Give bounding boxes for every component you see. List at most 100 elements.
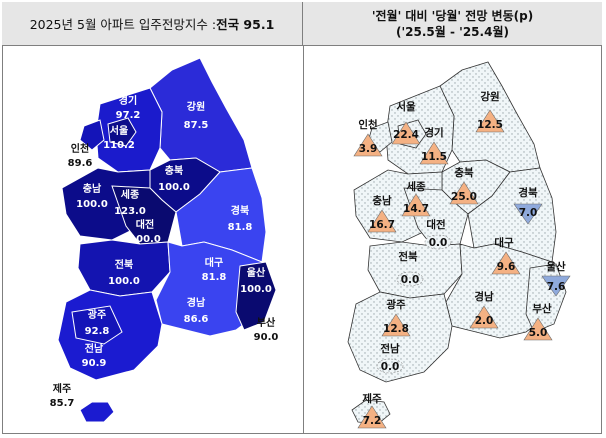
right-label-chungnam-value: 16.7 [369,219,395,231]
right-region-ulsan-busan-shape [525,263,567,333]
left-label-jeonnam-value: 90.9 [82,358,107,369]
region-jeonbuk-shape [77,239,171,297]
right-label-jeonnam-value: 0.0 [381,361,400,373]
right-label-ulsan-value: 7.6 [547,281,566,293]
marker-up-sejong [401,193,431,217]
left-panel-title: 2025년 5월 아파트 입주전망지수 : 전국 95.1 [2,2,303,46]
right-label-busan-value: 5.0 [529,327,548,339]
left-label-ulsan-value: 100.0 [240,284,272,295]
right-title-line2: ('25.5월 - '25.4월) [396,24,509,39]
left-label-jeonbuk-name: 전북 [115,258,133,271]
left-label-sejong-value: 123.0 [114,206,146,217]
marker-up-jeju [357,405,387,429]
left-title-national: 전국 95.1 [216,17,275,32]
right-label-busan-name: 부산 [532,302,552,315]
left-label-jeju-value: 85.7 [50,398,75,409]
left-map-labels: 경기 97.2 서울 110.2 인천 89.6 강원 87.5 충북 100.… [50,94,279,409]
right-label-jeonbuk-name: 전북 [398,250,418,263]
right-label-chungbuk-value: 25.0 [451,191,477,203]
right-map-labels: 서울 22.4 인천 3.9 경기 11.5 강원 12.5 충남 16.7 세… [358,90,566,427]
right-label-jeju-name: 제주 [362,392,382,405]
left-label-jeonnam-name: 전남 [85,342,104,355]
marker-flat-jeonnam [376,358,404,374]
right-label-seoul-name: 서울 [396,100,416,113]
marker-up-gyeonggi [419,141,449,165]
left-label-daegu-value: 81.8 [202,272,227,283]
right-label-incheon-name: 인천 [358,118,377,131]
right-label-daegu-value: 9.6 [497,261,516,273]
right-label-gwangju-name: 광주 [386,299,406,311]
right-title-line1: '전월' 대비 '당월' 전망 변동(p) [371,8,534,23]
region-jeju-shape [79,401,115,423]
region-seoul-shape [107,117,137,147]
right-label-daegu-name: 대구 [494,236,514,249]
region-gwangju-shape [71,305,123,345]
right-label-ulsan-name: 울산 [546,260,566,273]
left-map-shapes [57,57,277,423]
left-label-incheon-name: 인천 [71,142,89,155]
left-label-sejong-name: 세종 [121,188,139,201]
marker-up-seoul [391,121,421,145]
right-label-gwangju-value: 12.8 [383,323,409,335]
marker-down-ulsan [541,275,571,297]
marker-down-gyeongbuk [513,203,543,225]
left-label-gwangju-value: 92.8 [85,326,110,337]
marker-up-gyeongnam [469,305,499,329]
left-label-gwangju-name: 광주 [88,309,106,321]
right-label-gyeongnam-value: 2.0 [475,315,494,327]
right-label-gyeonggi-name: 경기 [424,126,443,139]
left-label-jeju-name: 제주 [53,382,71,395]
right-region-jeonnam-shape [347,291,453,383]
left-label-seoul-name: 서울 [110,124,128,137]
left-label-chungbuk-name: 충북 [165,164,183,177]
left-label-daejeon-value: 100.0 [129,234,161,245]
right-label-daejeon-value: 0.0 [429,237,448,249]
region-sejong-daejeon-shape [111,185,177,245]
left-label-busan-value: 90.0 [254,332,279,343]
left-label-incheon-value: 89.6 [68,158,93,169]
right-map-markers [353,109,571,429]
left-label-jeonbuk-value: 100.0 [108,276,140,287]
left-label-gyeongnam-value: 86.6 [184,314,209,325]
left-label-gyeonggi-name: 경기 [119,94,137,107]
right-label-chungbuk-name: 충북 [454,166,474,179]
right-map-shapes [347,61,567,425]
marker-up-chungnam [367,209,397,233]
right-label-gyeongbuk-value: 7.0 [519,207,538,219]
marker-up-daegu [491,251,521,275]
panel-divider [303,46,304,434]
left-title-prefix: 2025년 5월 아파트 입주전망지수 : [29,17,217,32]
region-ulsan-busan-shape [235,261,277,331]
right-label-sejong-value: 14.7 [403,203,429,215]
marker-up-incheon [353,133,383,157]
left-label-gangwon-name: 강원 [187,100,205,113]
right-label-seoul-value: 22.4 [393,129,419,141]
left-label-gangwon-value: 87.5 [184,120,209,131]
left-label-daejeon-name: 대전 [136,218,154,231]
left-label-ulsan-name: 울산 [247,266,266,279]
marker-flat-jeonbuk [396,271,424,287]
marker-up-gwangju [381,313,411,337]
marker-up-busan [523,317,553,341]
marker-up-chungbuk [449,181,479,205]
marker-flat-daejeon [424,234,452,250]
region-incheon-shape [79,119,105,151]
right-label-chungnam-name: 충남 [372,194,392,207]
right-label-gangwon-name: 강원 [480,90,499,103]
left-label-chungnam-name: 충남 [83,182,102,195]
right-region-jeonbuk-shape [367,241,463,299]
left-label-seoul-value: 110.2 [103,140,135,151]
left-label-gyeongnam-name: 경남 [187,296,206,309]
right-panel-title: '전월' 대비 '당월' 전망 변동(p) ('25.5월 - '25.4월) [303,2,602,46]
right-label-daejeon-name: 대전 [426,218,445,231]
left-label-daegu-name: 대구 [205,256,223,269]
left-label-gyeongbuk-value: 81.8 [228,222,253,233]
right-label-jeju-value: 7.2 [363,415,382,427]
right-label-gangwon-value: 12.5 [477,119,503,131]
right-label-jeonbuk-value: 0.0 [401,274,420,286]
left-label-chungnam-value: 100.0 [76,199,108,210]
left-label-chungbuk-value: 100.0 [158,182,190,193]
left-label-gyeonggi-value: 97.2 [116,110,141,121]
